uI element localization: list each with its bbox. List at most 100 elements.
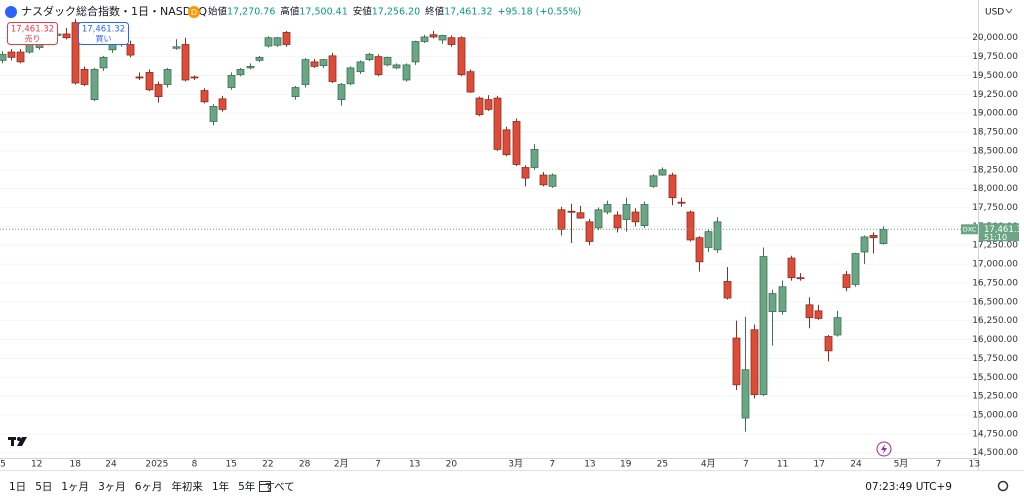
candle-body <box>622 204 631 220</box>
candle-body <box>80 69 89 85</box>
candle-body <box>291 87 300 97</box>
candle-body <box>879 228 888 245</box>
symbol-icon <box>5 6 17 18</box>
x-tick-label: 19 <box>620 460 632 470</box>
candle-body <box>787 257 796 279</box>
candle-body <box>778 286 787 313</box>
range-button[interactable]: 1年 <box>212 480 229 493</box>
candle-body <box>145 72 154 91</box>
candle-body <box>677 201 686 204</box>
range-button[interactable]: 5年 <box>238 480 255 493</box>
ohlc-label: 始値 <box>208 6 228 18</box>
currency[interactable]: USD <box>985 8 1004 18</box>
candle-body <box>383 56 392 66</box>
range-button[interactable]: 3ヶ月 <box>98 481 126 493</box>
candle-body <box>833 317 842 336</box>
y-tick-label: 18,250.00 <box>972 165 1018 175</box>
range-button[interactable]: 6ヶ月 <box>135 481 163 493</box>
sell-label[interactable]: 売り <box>25 34 41 44</box>
y-tick-label: 14,750.00 <box>972 429 1018 439</box>
candle-body <box>126 44 135 56</box>
candle-body <box>255 56 264 61</box>
candle-body <box>227 75 236 88</box>
x-tick-label: 12 <box>31 460 42 470</box>
candle-body <box>200 90 209 103</box>
sell-price[interactable]: 17,461.32 <box>11 25 54 35</box>
candle-body <box>805 304 814 319</box>
candle-body <box>869 235 878 239</box>
x-tick-label: 4月 <box>701 459 716 470</box>
y-tick-label: 15,500.00 <box>972 373 1018 383</box>
candle-body <box>154 84 163 97</box>
candle-body <box>90 69 99 100</box>
candle-body <box>548 174 557 187</box>
plot <box>0 18 978 454</box>
range-toolbar: 1日 5日 1ヶ月 3ヶ月 6ヶ月 年初来 1年 5年 すべて <box>9 480 295 493</box>
range-button[interactable]: すべて <box>264 481 294 493</box>
range-button[interactable]: 年初来 <box>171 480 203 493</box>
currency-caret <box>1005 8 1010 14</box>
ohlc-label: 安値 <box>353 6 373 18</box>
symbol-tag: DXC <box>963 225 977 233</box>
sell-button[interactable] <box>7 22 58 45</box>
y-tick-label: 16,000.00 <box>972 335 1018 345</box>
buy-price[interactable]: 17,461.32 <box>82 25 125 35</box>
candle-body <box>695 237 704 263</box>
logo <box>8 437 27 446</box>
price-tag: 17,461.32 <box>984 225 1024 235</box>
candle-body <box>824 336 833 352</box>
candle-body <box>842 274 851 288</box>
y-tick-label: 19,750.00 <box>972 52 1018 62</box>
y-tick-label: 20,000.00 <box>972 33 1018 43</box>
currency-caret <box>1008 8 1013 14</box>
ohlc-value: 17,500.41 <box>299 7 347 18</box>
settings-icon[interactable] <box>997 480 1009 492</box>
candle-body <box>62 33 71 39</box>
event-bolt <box>881 444 887 454</box>
x-tick-label: 25 <box>657 460 668 470</box>
calendar-icon[interactable] <box>259 481 271 492</box>
range-button[interactable]: 1ヶ月 <box>61 481 89 493</box>
candle-body <box>576 212 585 219</box>
range-button[interactable]: 1日 <box>9 481 26 493</box>
range-button[interactable]: 5日 <box>35 481 52 493</box>
candle-body <box>493 97 502 150</box>
ohlc-label: 高値 <box>280 6 300 18</box>
candle-body <box>466 71 475 93</box>
candle-body <box>750 329 759 396</box>
y-tick-label: 17,750.00 <box>972 203 1018 213</box>
candle-body <box>649 175 658 187</box>
candle-body <box>613 214 622 229</box>
ohlc-value: 17,256.20 <box>372 7 420 18</box>
candle-body <box>567 210 576 213</box>
candle-body <box>273 37 282 46</box>
ohlc-value: 17,270.76 <box>227 7 275 18</box>
candle-body <box>246 65 255 69</box>
x-tick-label: 11 <box>777 460 788 470</box>
candle-body <box>521 167 530 179</box>
candle-body <box>264 37 273 47</box>
candle-body <box>7 51 16 58</box>
candle-body <box>99 56 108 69</box>
x-tick-label: 13 <box>409 460 420 470</box>
x-tick-label: 28 <box>299 460 311 470</box>
y-tick-label: 18,500.00 <box>972 146 1018 156</box>
candle-body <box>557 209 566 230</box>
candle-body <box>512 121 521 165</box>
candle-body <box>723 281 732 299</box>
candle-body <box>457 37 466 76</box>
x-tick-label: 8 <box>192 460 198 470</box>
x-tick-label: 13 <box>969 460 980 470</box>
candle-body <box>337 84 346 100</box>
clock: 07:23:49 UTC+9 <box>865 481 952 493</box>
candle-body <box>71 22 80 84</box>
y-tick-label: 19,500.00 <box>972 71 1018 81</box>
y-tick-label: 14,500.00 <box>972 448 1018 458</box>
candle-body <box>631 211 640 223</box>
buy-button[interactable] <box>78 22 129 45</box>
buy-label[interactable]: 買い <box>96 35 112 44</box>
candle-body <box>603 204 612 213</box>
candle-body <box>172 46 181 49</box>
x-tick-label: 2月 <box>334 459 349 470</box>
x-tick-label: 5 <box>0 460 6 470</box>
